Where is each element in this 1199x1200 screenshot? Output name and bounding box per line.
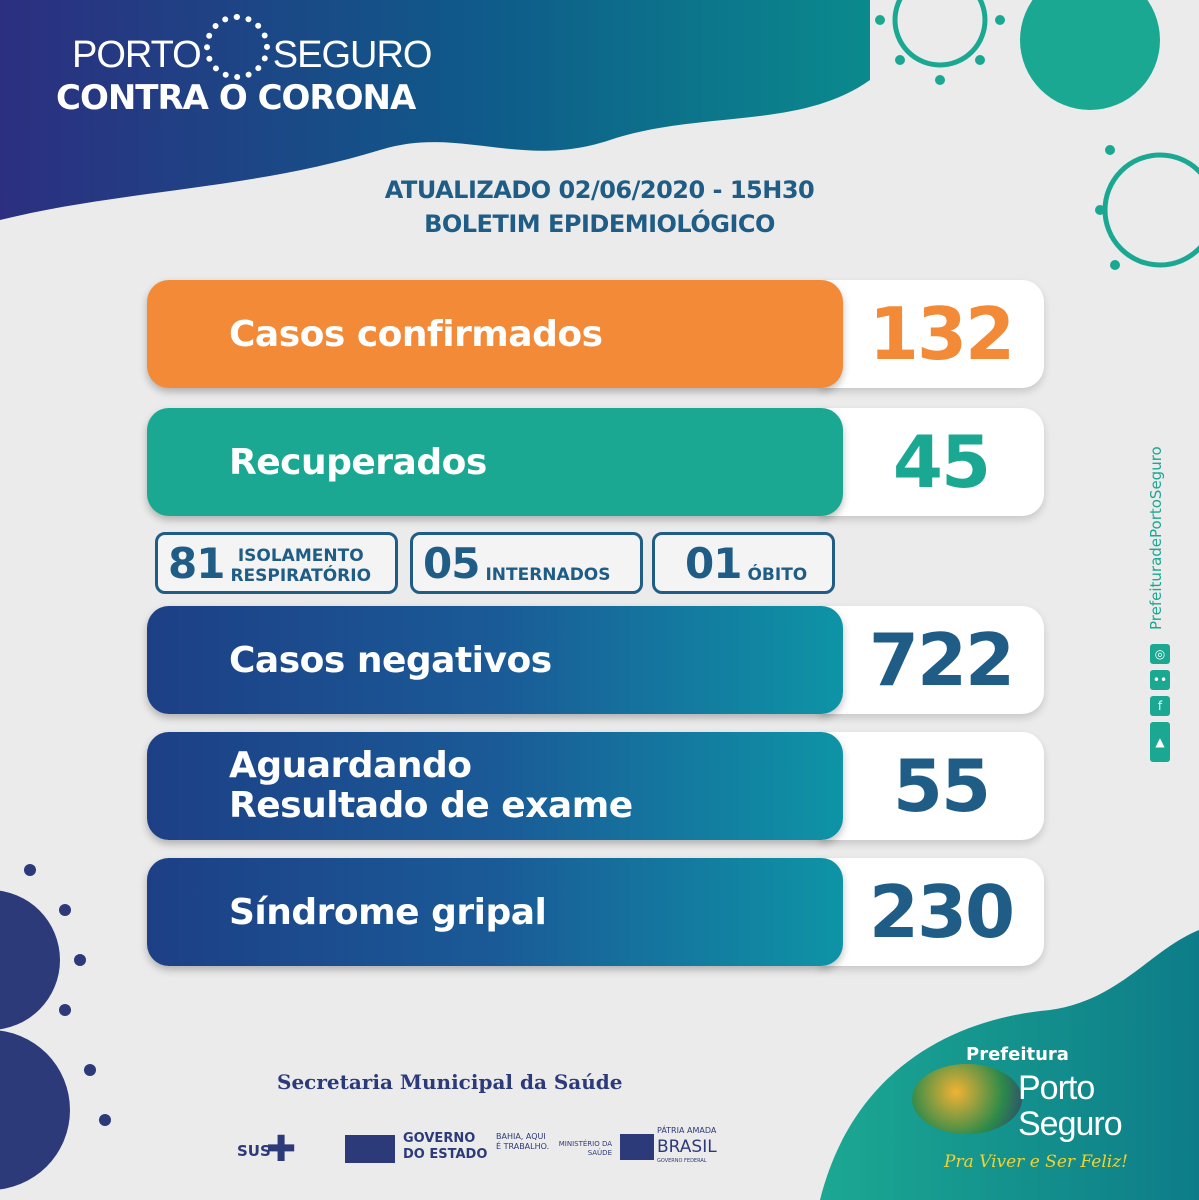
brand-right: SEGURO [272,34,433,76]
tagline: CONTRA O CORONA [56,78,416,118]
hospitalized-label: INTERNADOS [485,565,611,585]
gov-line1: GOVERNO [403,1131,476,1146]
social-handle[interactable]: PrefeituradePortoSeguro [1147,446,1165,630]
awaiting-label: Aguardando Resultado de exame [147,732,843,840]
instagram-icon[interactable]: ◎ [1150,644,1170,664]
facebook-icon[interactable]: f [1150,696,1170,716]
flu-value: 230 [820,858,1044,966]
confirmed-value: 132 [820,280,1044,388]
brand-logo: PORTO SEGURO [72,34,433,77]
brand-left: PORTO [72,34,202,76]
confirmed-label: Casos confirmados [147,280,843,388]
isolation-label-1: ISOLAMENTO [237,546,364,566]
awaiting-label-1: Aguardando [229,745,472,786]
death-value: 01 [685,538,742,588]
flu-label: Síndrome gripal [147,858,843,966]
prefeitura-logo-mark [912,1064,1022,1134]
secretaria-label: Secretaria Municipal da Saúde [277,1070,623,1094]
negative-label: Casos negativos [147,606,843,714]
porto-seguro-logo: Porto Seguro [1018,1069,1123,1143]
gov-line2: DO ESTADO [403,1147,488,1162]
sus-cross-icon: ✚ [266,1129,297,1170]
bahia-slogan: BAHIA, AQUI É TRABALHO. [496,1132,550,1151]
awaiting-label-2: Resultado de exame [229,785,633,826]
isolation-label-2: RESPIRATÓRIO [230,566,372,586]
awaiting-value: 55 [820,732,1044,840]
recovered-value: 45 [820,408,1044,516]
hospitalized-value: 05 [423,538,480,588]
gov-federal-label: GOVERNO FEDERAL [657,1158,707,1164]
brasil-label: BRASIL [657,1137,717,1157]
isolation-label: ISOLAMENTO RESPIRATÓRIO [230,546,371,586]
virus-decoration-top-right [875,0,1199,270]
prefeitura-slogan: Pra Viver e Ser Feliz! [944,1152,1129,1172]
patria-label: PÁTRIA AMADA [657,1126,717,1135]
gov-bahia-flag-icon [345,1135,395,1163]
ministerio-label: MINISTÉRIO DA SAÚDE [558,1140,612,1157]
hospitalized-box: 05 INTERNADOS [410,532,643,594]
isolation-box: 81 ISOLAMENTO RESPIRATÓRIO [155,532,398,594]
isolation-value: 81 [168,538,225,588]
recovered-label: Recuperados [147,408,843,516]
prefeitura-label: Prefeitura [966,1044,1069,1065]
youtube-icon[interactable]: ▲ [1150,722,1170,762]
virus-decoration-bottom-left [0,864,111,1190]
prefeitura-porto: Porto [1018,1069,1095,1107]
updated-timestamp: ATUALIZADO 02/06/2020 - 15H30 [384,176,815,204]
flickr-icon[interactable]: •• [1150,670,1170,690]
gov-estado-logo: GOVERNO DO ESTADO [403,1131,487,1163]
bulletin-title: BOLETIM EPIDEMIOLÓGICO [424,210,775,238]
brasil-flag-icon [620,1134,654,1160]
sus-logo: SUS [237,1142,271,1160]
bottom-right-blob [820,930,1199,1200]
negative-value: 722 [820,606,1044,714]
virus-icon [204,14,270,80]
death-box: 01 ÓBITO [652,532,835,594]
death-label: ÓBITO [747,565,808,585]
prefeitura-seguro: Seguro [1018,1105,1123,1143]
